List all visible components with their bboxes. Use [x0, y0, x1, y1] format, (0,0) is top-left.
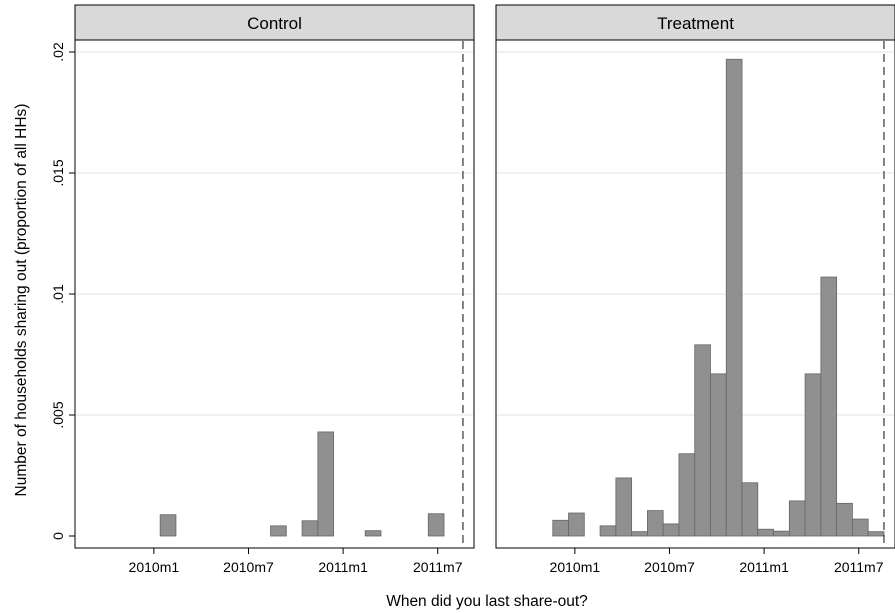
y-tick-label: .005	[50, 401, 66, 428]
y-tick-label: .02	[50, 42, 66, 62]
y-axis-title: Number of households sharing out (propor…	[13, 104, 30, 497]
bar	[788, 500, 806, 537]
panels: Control 2010m1 2010m7 2011m1 2011m7 0 .005 .01.…	[50, 4, 895, 575]
bar	[301, 520, 319, 537]
bar	[694, 344, 711, 537]
bar	[317, 431, 335, 537]
bar	[836, 502, 853, 537]
y-tick-label: 0	[50, 532, 66, 540]
x-tick-label: 2010m1	[550, 559, 601, 575]
bar	[710, 373, 727, 537]
bar	[852, 518, 869, 537]
bar	[757, 528, 774, 537]
bar	[615, 477, 633, 537]
y-tick-label: .015	[50, 159, 66, 186]
bar	[568, 512, 585, 537]
panel-treatment: Treatment 2010m1 2010m7 2011m1 2011m7	[495, 4, 895, 575]
y-tick-label: .01	[50, 284, 66, 304]
bar	[599, 525, 617, 537]
bar	[773, 530, 790, 537]
x-tick-label: 2011m1	[318, 559, 368, 575]
bar	[678, 453, 696, 537]
x-tick-label: 2011m1	[739, 559, 789, 575]
bar	[631, 531, 648, 537]
bar	[741, 482, 759, 537]
bar	[804, 373, 822, 537]
bar	[552, 519, 569, 537]
bar	[725, 58, 743, 537]
x-tick-label: 2010m1	[129, 559, 180, 575]
bar	[646, 510, 664, 537]
bar	[662, 523, 680, 537]
panel-title: Control	[247, 14, 302, 33]
bar	[159, 514, 177, 537]
x-tick-label: 2010m7	[644, 559, 695, 575]
panel-title: Treatment	[657, 14, 734, 33]
bar	[270, 525, 287, 537]
bar	[820, 276, 838, 537]
x-axis-title: When did you last share-out?	[386, 593, 588, 610]
bar	[427, 513, 445, 537]
bar	[867, 531, 885, 537]
x-tick-label: 2011m7	[413, 559, 463, 575]
panel-strip	[74, 4, 475, 41]
x-tick-label: 2011m7	[834, 559, 884, 575]
panel-control: Control 2010m1 2010m7 2011m1 2011m7 0 .005 .01.…	[50, 4, 475, 575]
x-tick-label: 2010m7	[223, 559, 274, 575]
panel-strip	[495, 4, 895, 41]
bar	[364, 530, 382, 537]
